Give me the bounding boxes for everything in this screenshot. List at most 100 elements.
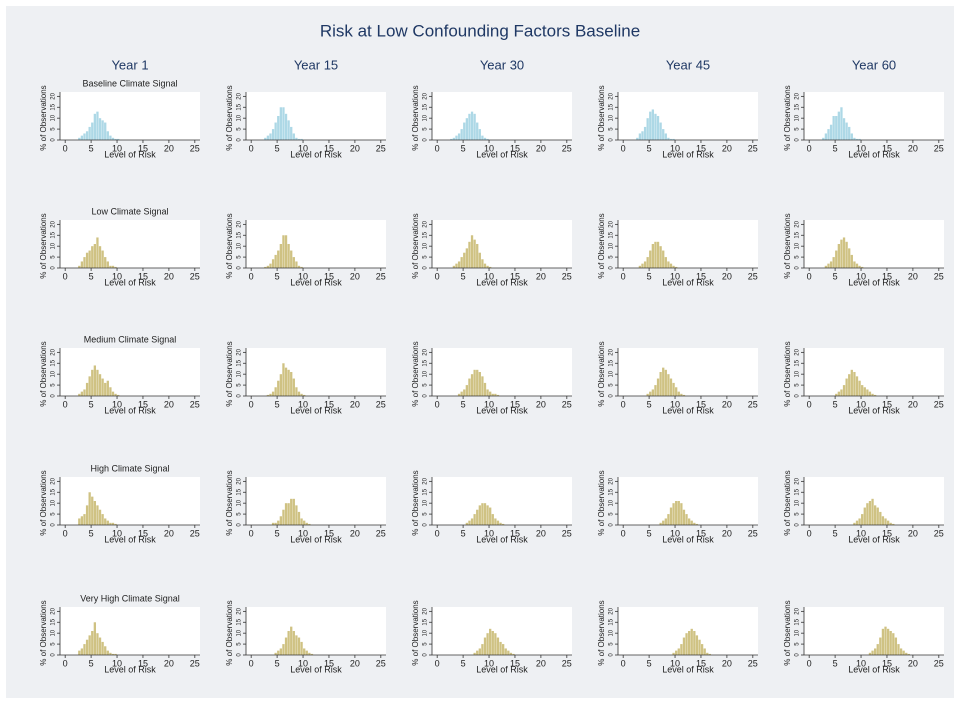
x-tick-label: 20 (164, 658, 174, 668)
bar (866, 389, 869, 396)
bar (646, 393, 649, 396)
y-axis-label: % of Observations (411, 85, 420, 150)
x-tick-label: 25 (376, 143, 386, 153)
bar (855, 520, 859, 525)
x-tick-label: 25 (190, 528, 200, 538)
bar (656, 241, 660, 268)
bar (292, 498, 295, 525)
x-tick-label: 5 (461, 528, 466, 538)
bar (96, 633, 99, 655)
bar (664, 518, 667, 525)
bar (473, 514, 476, 525)
x-tick-label: 15 (882, 143, 892, 153)
bar (284, 113, 288, 140)
bar (483, 382, 487, 396)
y-tick-label: 0 (51, 523, 57, 527)
y-tick-label: 15 (609, 618, 615, 625)
bar (457, 261, 461, 268)
y-axis-label: % of Observations (225, 85, 234, 150)
bar (656, 116, 660, 140)
y-tick-label: 20 (51, 348, 57, 355)
y-tick-label: 5 (423, 255, 429, 259)
bar (636, 137, 639, 140)
y-tick-label: 10 (795, 629, 801, 636)
x-tick-label: 0 (249, 143, 254, 153)
bar (83, 514, 86, 525)
bar (303, 520, 306, 525)
y-tick-label: 0 (609, 138, 615, 142)
bar (672, 382, 675, 396)
x-tick-label: 15 (324, 528, 334, 538)
bar (279, 107, 282, 140)
x-tick-label: 0 (807, 399, 812, 409)
x-tick-label: 5 (647, 528, 652, 538)
x-tick-label: 15 (510, 143, 520, 153)
x-tick-label: 10 (670, 658, 680, 668)
y-tick-label: 10 (423, 499, 429, 506)
bar (643, 261, 647, 268)
bar (680, 644, 683, 655)
bar (667, 137, 670, 140)
plot-area (60, 92, 200, 140)
x-tick-label: 25 (190, 143, 200, 153)
bar (295, 635, 298, 655)
y-tick-label: 15 (51, 488, 57, 495)
x-tick-label: 0 (63, 528, 68, 538)
y-tick-label: 5 (51, 127, 57, 131)
x-axis-label: Level of Risk (290, 277, 342, 287)
bar (282, 235, 285, 268)
bar (884, 518, 887, 525)
bar (667, 261, 670, 268)
y-tick-label: 15 (609, 488, 615, 495)
x-tick-label: 5 (647, 271, 652, 281)
bar (476, 650, 479, 655)
plot-area (804, 607, 944, 655)
plot-area (432, 348, 572, 396)
bar (693, 522, 696, 525)
x-tick-label: 5 (461, 271, 466, 281)
y-tick-label: 5 (237, 127, 243, 131)
bar (835, 116, 838, 140)
x-tick-label: 20 (908, 658, 918, 668)
bar (672, 652, 675, 655)
bar (300, 518, 303, 525)
x-tick-label: 5 (647, 658, 652, 668)
y-tick-label: 20 (51, 92, 57, 99)
y-tick-label: 20 (795, 607, 801, 614)
y-tick-label: 5 (51, 255, 57, 259)
x-tick-label: 0 (249, 528, 254, 538)
bar (499, 522, 502, 525)
x-tick-label: 25 (376, 271, 386, 281)
bar (840, 239, 843, 268)
bar (641, 131, 644, 140)
bar (832, 257, 835, 268)
plot-area (60, 607, 200, 655)
bar (708, 653, 712, 655)
y-tick-label: 10 (609, 114, 615, 121)
bar (680, 393, 683, 396)
y-tick-label: 10 (423, 629, 429, 636)
bar (295, 261, 298, 268)
bar (78, 137, 81, 140)
y-tick-label: 5 (51, 512, 57, 516)
y-tick-label: 20 (609, 220, 615, 227)
bar (96, 369, 99, 396)
bar (109, 265, 112, 268)
bar (91, 631, 94, 655)
x-tick-label: 10 (112, 271, 122, 281)
plot-area (60, 348, 200, 396)
y-tick-label: 10 (237, 242, 243, 249)
y-tick-label: 10 (423, 242, 429, 249)
y-tick-label: 0 (423, 266, 429, 270)
row-title: Low Climate Signal (91, 206, 168, 216)
y-tick-label: 0 (795, 138, 801, 142)
x-tick-label: 10 (298, 271, 308, 281)
bar (855, 138, 859, 140)
bar (473, 369, 476, 396)
x-tick-label: 10 (670, 399, 680, 409)
x-axis-label: Level of Risk (662, 277, 714, 287)
bar (853, 522, 856, 525)
x-tick-label: 25 (376, 399, 386, 409)
bar (269, 133, 272, 140)
